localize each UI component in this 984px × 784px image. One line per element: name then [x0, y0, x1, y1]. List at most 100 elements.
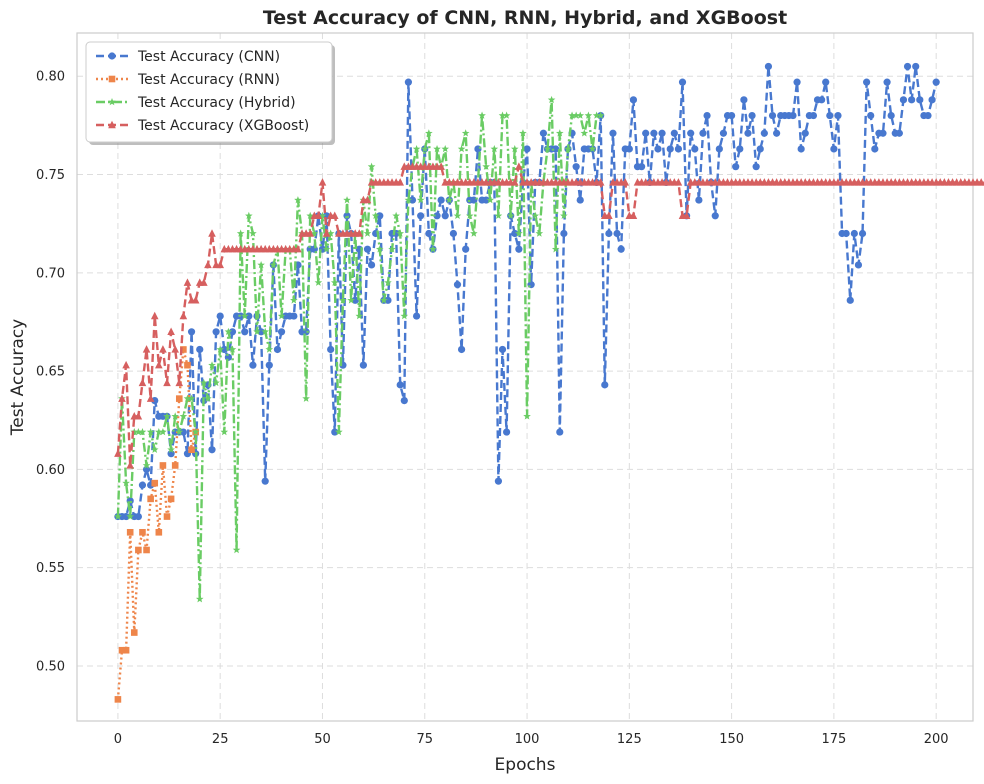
- data-point: [453, 211, 462, 220]
- data-point: [842, 229, 850, 238]
- data-point: [245, 211, 253, 220]
- data-point: [809, 111, 818, 120]
- data-point: [457, 144, 466, 153]
- data-point: [294, 244, 302, 253]
- data-point: [580, 129, 589, 137]
- data-point: [249, 361, 257, 369]
- data-point: [638, 163, 646, 171]
- data-point: [322, 245, 331, 253]
- data-point: [420, 144, 429, 153]
- legend-item: Test Accuracy (RNN): [96, 72, 280, 88]
- data-point: [490, 144, 499, 153]
- data-point: [126, 528, 134, 536]
- data-point: [171, 345, 179, 353]
- data-point: [130, 629, 138, 636]
- data-point: [195, 595, 204, 603]
- data-point: [143, 546, 150, 554]
- data-point: [867, 111, 875, 120]
- data-point: [474, 145, 482, 153]
- data-point: [146, 428, 155, 436]
- x-tick-label: 200: [924, 732, 949, 747]
- data-point: [822, 78, 830, 86]
- data-point: [711, 212, 719, 220]
- data-point: [543, 144, 552, 153]
- data-point: [175, 378, 184, 387]
- data-point: [114, 512, 122, 520]
- data-point: [150, 445, 159, 453]
- data-point: [551, 245, 560, 253]
- data-point: [691, 145, 699, 153]
- data-point: [331, 428, 339, 436]
- data-point: [245, 312, 253, 320]
- data-point: [290, 312, 298, 320]
- data-point: [146, 394, 155, 402]
- data-point: [302, 394, 310, 402]
- x-tick-label: 50: [314, 732, 331, 747]
- data-point: [764, 62, 773, 71]
- data-point: [768, 111, 777, 120]
- data-point: [191, 296, 200, 304]
- data-point: [330, 278, 339, 286]
- data-point: [134, 512, 142, 521]
- data-point: [621, 178, 630, 186]
- data-point: [355, 312, 364, 320]
- data-point: [261, 477, 269, 485]
- data-point: [183, 278, 192, 286]
- data-point: [412, 144, 421, 153]
- data-point: [228, 328, 237, 336]
- data-point: [605, 229, 613, 238]
- data-point: [335, 428, 343, 436]
- data-point: [441, 144, 450, 153]
- data-point: [241, 328, 249, 336]
- legend-label: Test Accuracy (CNN): [137, 49, 280, 65]
- data-point: [122, 360, 130, 369]
- data-point: [175, 428, 184, 436]
- series-2: [114, 95, 605, 603]
- data-point: [560, 211, 568, 220]
- data-point: [375, 245, 384, 253]
- data-point: [163, 412, 171, 420]
- data-point: [138, 481, 147, 489]
- data-point: [740, 96, 748, 104]
- data-point: [453, 281, 462, 289]
- data-point: [371, 211, 380, 220]
- x-tick-label: 125: [617, 732, 642, 747]
- data-point: [486, 196, 495, 204]
- data-point: [601, 381, 609, 389]
- data-point: [367, 261, 376, 269]
- data-point: [728, 111, 736, 120]
- data-point: [314, 211, 323, 220]
- data-point: [183, 394, 192, 402]
- legend: Test Accuracy (CNN) Test Accuracy (RNN) Te…: [85, 41, 335, 145]
- data-point: [171, 412, 179, 420]
- data-point: [310, 229, 319, 237]
- data-point: [555, 129, 564, 137]
- data-point: [912, 62, 920, 71]
- data-point: [347, 296, 355, 304]
- data-point: [171, 462, 179, 469]
- data-point: [916, 96, 924, 104]
- data-point: [674, 145, 683, 153]
- data-point: [584, 111, 593, 119]
- x-tick-label: 150: [719, 732, 744, 747]
- data-point: [220, 345, 228, 354]
- data-point: [200, 278, 208, 286]
- data-point: [228, 345, 237, 353]
- data-point: [932, 78, 940, 86]
- data-point: [715, 145, 723, 153]
- data-point: [404, 196, 413, 204]
- data-point: [793, 78, 801, 86]
- data-point: [384, 278, 392, 286]
- data-point: [330, 211, 339, 220]
- data-point: [928, 96, 936, 104]
- data-point: [658, 129, 666, 137]
- data-point: [670, 129, 678, 137]
- data-point: [269, 260, 278, 269]
- data-point: [924, 111, 932, 120]
- data-point: [506, 211, 515, 220]
- data-point: [339, 296, 347, 304]
- legend-label: Test Accuracy (Hybrid): [137, 95, 296, 111]
- data-point: [224, 327, 233, 336]
- data-point: [596, 178, 605, 186]
- data-point: [167, 495, 175, 503]
